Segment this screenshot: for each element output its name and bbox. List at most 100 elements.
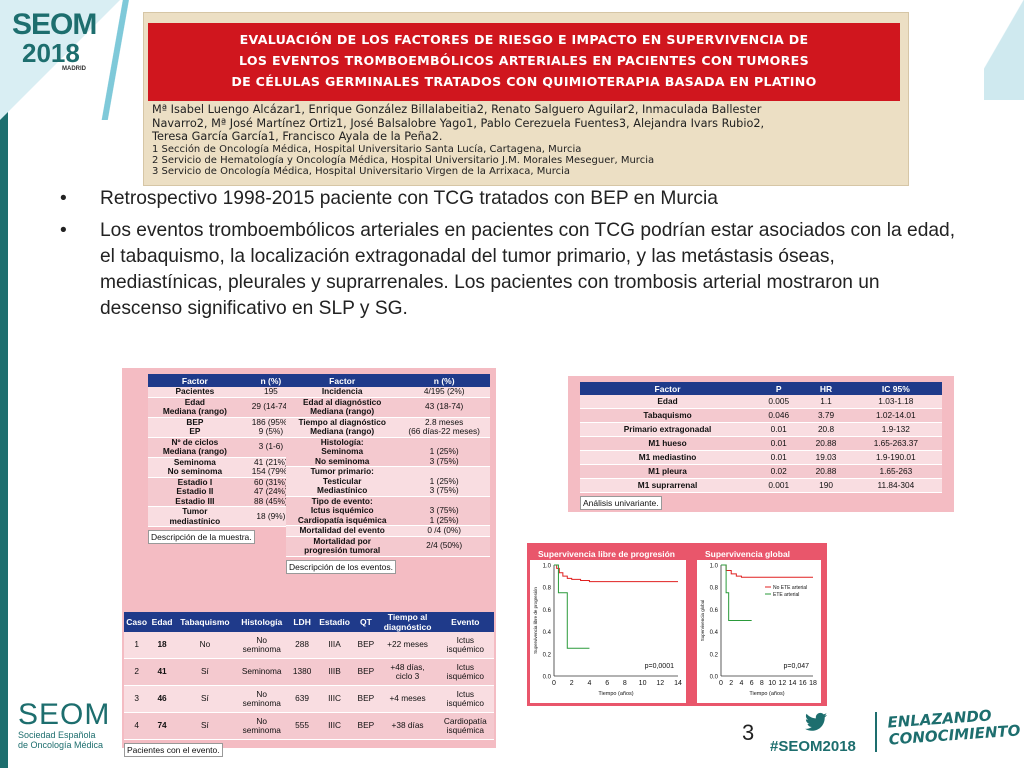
table-row: M1 hueso 0.01 20.88 1.65-263.37 bbox=[580, 436, 942, 451]
table-cell: Nº de ciclos Mediana (rango) bbox=[148, 437, 242, 458]
table-cell: Seminoma bbox=[235, 658, 289, 686]
table-header-cell: P bbox=[755, 382, 803, 395]
table-cell: 639 bbox=[288, 685, 316, 713]
y-tick-label: 0.4 bbox=[710, 630, 719, 636]
sample-events-panel: Factor n (%) Pacientes 195 Edad Mediana (ran… bbox=[122, 368, 496, 608]
table-row: Pacientes 195 bbox=[148, 386, 300, 398]
table-cell: 1.65-263 bbox=[849, 464, 942, 479]
table-row: Tipo de evento: Ictus isquémico Cardiopa… bbox=[286, 496, 490, 526]
table-cell: 2.8 meses (66 días-22 meses) bbox=[398, 417, 490, 438]
y-tick-label: 0.6 bbox=[710, 608, 719, 614]
x-tick-label: 6 bbox=[750, 680, 754, 687]
bullet-list: • Retrospectivo 1998-2015 paciente con TC… bbox=[60, 186, 960, 328]
table-row: Tumor mediastínico 18 (9%) bbox=[148, 506, 300, 527]
table-cell: 2/4 (50%) bbox=[398, 536, 490, 557]
table-cell: M1 suprarrenal bbox=[580, 478, 756, 493]
table-cell: Ictus isquémico bbox=[436, 658, 494, 686]
table-cell: Primario extragonadal bbox=[580, 422, 756, 437]
table-header-cell: Factor bbox=[148, 374, 242, 387]
x-axis-label: Tiempo (años) bbox=[598, 691, 633, 697]
table-cell: Mortalidad del evento bbox=[286, 525, 399, 537]
table-cell: 3 (1-6) bbox=[241, 437, 300, 458]
table-header-cell: Caso bbox=[124, 612, 150, 632]
table-row: Tabaquismo 0.046 3.79 1.02-14.01 bbox=[580, 408, 942, 423]
y-tick-label: 0.6 bbox=[543, 608, 552, 614]
table-cell: 41 (21%) 154 (79%) bbox=[241, 457, 300, 478]
table-row: Edad al diagnóstico Mediana (rango) 43 (1… bbox=[286, 397, 490, 418]
table-cell: BEP bbox=[353, 632, 379, 659]
x-tick-label: 2 bbox=[729, 680, 733, 687]
table-cell: Tumor primario: Testicular Mediastínico bbox=[286, 466, 399, 497]
table-cell: IIIC bbox=[315, 685, 354, 713]
table-cell: BEP bbox=[353, 712, 379, 740]
table-cell: 0.046 bbox=[755, 408, 803, 423]
seom-footer-logo: SEOM Sociedad Española de Oncología Médi… bbox=[18, 700, 110, 751]
table-cell: 46 bbox=[149, 685, 175, 713]
table-header-row: Factor P HR IC 95% bbox=[580, 382, 942, 395]
corner-stripe-decoration bbox=[95, 0, 135, 120]
slide-number: 3 bbox=[742, 720, 755, 745]
table-cell: 0 /4 (0%) bbox=[398, 525, 490, 537]
table-cell: 555 bbox=[288, 712, 316, 740]
x-tick-label: 6 bbox=[605, 680, 609, 687]
table-header-cell: LDH bbox=[288, 612, 316, 632]
table-cell: 190 bbox=[802, 478, 850, 493]
x-tick-label: 12 bbox=[778, 680, 786, 687]
table-cell: M1 hueso bbox=[580, 436, 756, 451]
paper-title-line: DE CÉLULAS GERMINALES TRATADOS CON QUIMI… bbox=[231, 74, 817, 89]
table-row: Nº de ciclos Mediana (rango) 3 (1-6) bbox=[148, 437, 300, 458]
table-row: Histología: Seminoma No seminoma 1 (25%)… bbox=[286, 437, 490, 467]
table-cell: Seminoma No seminoma bbox=[148, 457, 242, 478]
legend-entry: ETE arterial bbox=[773, 592, 799, 598]
seom-2018-logo: SEOM 2018 MADRID bbox=[12, 10, 102, 90]
table-cell: Edad bbox=[580, 395, 756, 409]
bullet-dot-icon: • bbox=[60, 188, 67, 209]
table-cell: +38 días bbox=[378, 712, 437, 740]
table-cell: 1 (25%) 3 (75%) bbox=[398, 437, 490, 467]
table-cell: Ictus isquémico bbox=[436, 685, 494, 713]
y-tick-label: 0.2 bbox=[543, 652, 552, 658]
x-tick-label: 0 bbox=[552, 680, 556, 687]
table-cell: 1.03-1.18 bbox=[849, 395, 942, 409]
x-tick-label: 2 bbox=[570, 680, 574, 687]
table-row: Seminoma No seminoma 41 (21%) 154 (79%) bbox=[148, 457, 300, 478]
chart-title-bar bbox=[530, 547, 686, 560]
table-header-row: Factor n (%) bbox=[148, 374, 300, 387]
table-header-cell: Edad bbox=[149, 612, 175, 632]
table-cell: 18 (9%) bbox=[241, 506, 300, 527]
y-tick-label: 0.0 bbox=[543, 675, 552, 681]
paper-title-box: EVALUACIÓN DE LOS FACTORES DE RIESGO E I… bbox=[148, 23, 900, 101]
x-tick-label: 8 bbox=[760, 680, 764, 687]
logo-city-text: MADRID bbox=[62, 66, 86, 72]
chart-title-bar bbox=[697, 547, 821, 560]
table-cell: No seminoma bbox=[235, 712, 289, 740]
table-cell: IIIC bbox=[315, 712, 354, 740]
table-header-cell: n (%) bbox=[398, 374, 490, 387]
table-cell: No seminoma bbox=[235, 632, 289, 659]
x-tick-label: 4 bbox=[739, 680, 743, 687]
chart-title: Supervivencia libre de progresión bbox=[538, 549, 675, 559]
x-tick-label: 14 bbox=[789, 680, 797, 687]
table-cell: Edad Mediana (rango) bbox=[148, 397, 242, 418]
table-cell: M1 pleura bbox=[580, 464, 756, 479]
table-cell: 1 bbox=[124, 632, 150, 659]
table-row: Edad 0.005 1.1 1.03-1.18 bbox=[580, 395, 942, 409]
table-row: Estadio I Estadio II Estadio III 60 (31%)… bbox=[148, 477, 300, 507]
table-header-row: Caso Edad Tabaquismo Histología LDH Estadio QT… bbox=[124, 612, 494, 632]
series-line bbox=[554, 564, 590, 649]
table-header-cell: Factor bbox=[580, 382, 756, 395]
table-row: BEP EP 186 (95%) 9 (5%) bbox=[148, 417, 300, 438]
table-header-cell: Factor bbox=[286, 374, 399, 387]
sample-table: Factor n (%) Pacientes 195 Edad Mediana (ran… bbox=[148, 374, 300, 527]
y-tick-label: 0.2 bbox=[710, 652, 719, 658]
table-cell: Sí bbox=[174, 685, 236, 713]
bullet-text: Los eventos tromboembólicos arteriales e… bbox=[100, 220, 956, 319]
table-row: Edad Mediana (rango) 29 (14-74) bbox=[148, 397, 300, 418]
table-cell: 4 bbox=[124, 712, 150, 740]
paper-title: EVALUACIÓN DE LOS FACTORES DE RIESGO E I… bbox=[156, 29, 892, 92]
table-cell: Cardiopatía isquémica bbox=[436, 712, 494, 740]
table-header-cell: Tabaquismo bbox=[174, 612, 236, 632]
table-cell: 0.001 bbox=[755, 478, 803, 493]
logo-year-text: 2018 bbox=[22, 38, 80, 68]
x-tick-label: 14 bbox=[674, 680, 682, 687]
